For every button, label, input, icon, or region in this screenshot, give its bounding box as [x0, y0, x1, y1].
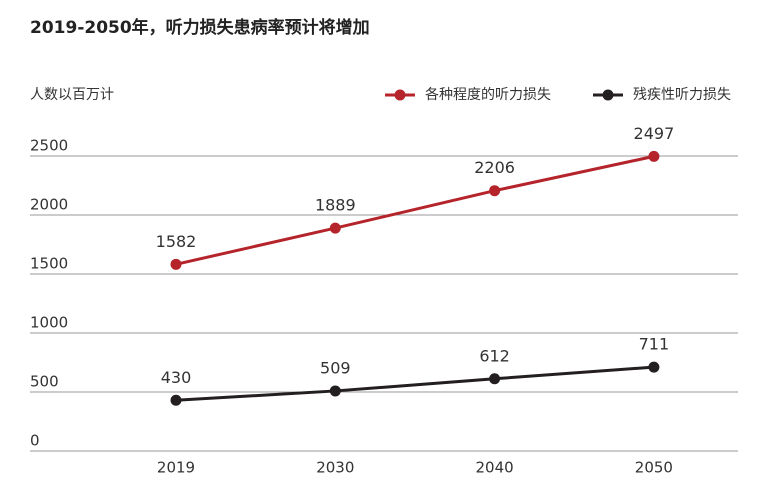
x-tick-label: 2019: [157, 459, 195, 477]
data-label: 430: [161, 368, 192, 387]
series-line: [175, 154, 655, 266]
data-point: [170, 394, 182, 406]
legend-marker: [394, 89, 406, 101]
data-label: 509: [320, 358, 351, 377]
y-tick-label: 2500: [30, 137, 68, 155]
series-line: [175, 365, 655, 402]
data-label: 2497: [634, 124, 675, 143]
data-label: 711: [639, 335, 670, 354]
chart-title: 2019-2050年，听力损失患病率预计将增加: [30, 17, 370, 38]
data-label: 1582: [156, 232, 197, 251]
y-tick-label: 1500: [30, 255, 68, 273]
x-tick-label: 2050: [635, 459, 673, 477]
legend-label: 各种程度的听力损失: [425, 87, 551, 103]
data-point: [648, 150, 660, 162]
y-tick-label: 500: [30, 373, 59, 391]
data-point: [329, 385, 341, 397]
data-label: 1889: [315, 196, 356, 215]
data-point: [329, 222, 341, 234]
x-tick-label: 2030: [316, 459, 354, 477]
data-point: [170, 258, 182, 270]
y-tick-label: 0: [30, 432, 40, 450]
data-label: 612: [479, 346, 510, 365]
y-tick-label: 2000: [30, 196, 68, 214]
x-tick-label: 2040: [476, 459, 514, 477]
y-tick-label: 1000: [30, 314, 68, 332]
data-point: [648, 361, 660, 373]
legend-label: 残疾性听力损失: [633, 87, 731, 103]
data-point: [489, 373, 501, 385]
y-axis-label: 人数以百万计: [30, 87, 114, 103]
legend-marker: [602, 89, 614, 101]
data-label: 2206: [474, 158, 515, 177]
data-point: [489, 185, 501, 197]
